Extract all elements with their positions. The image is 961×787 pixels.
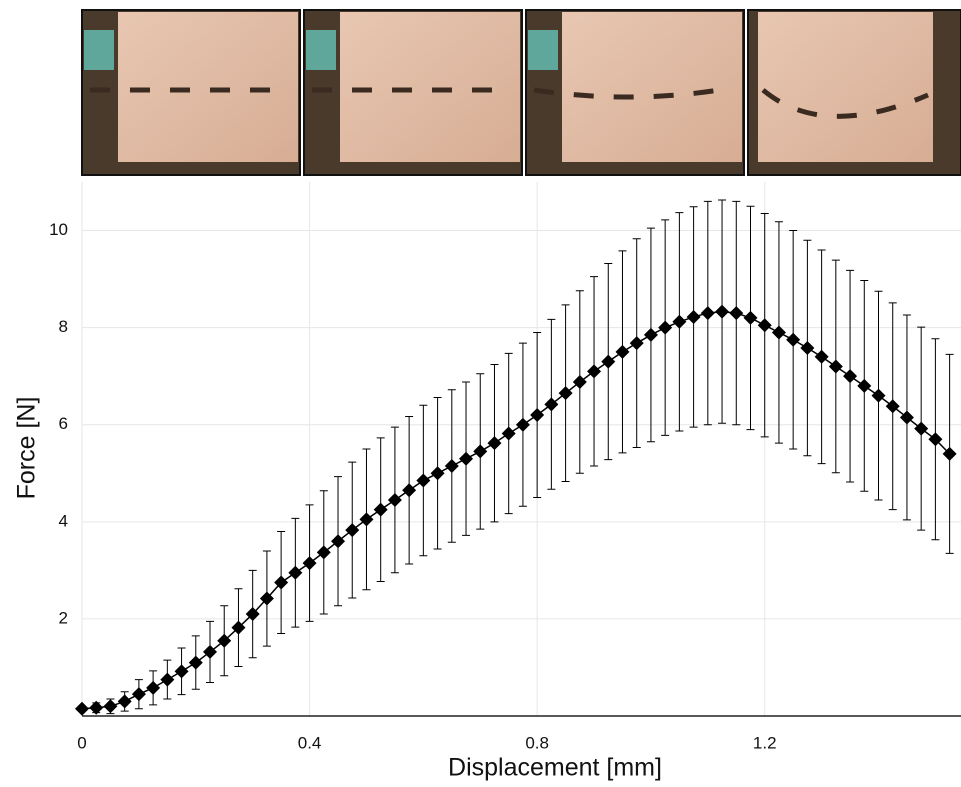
diamond-marker <box>771 325 786 340</box>
y-tick-label: 8 <box>59 317 68 336</box>
diamond-marker <box>345 523 360 538</box>
diamond-marker <box>274 575 289 590</box>
diamond-marker <box>217 633 232 648</box>
photo <box>81 9 301 176</box>
diamond-marker <box>459 451 474 466</box>
diamond-marker <box>302 556 317 571</box>
x-axis-title: Displacement [mm] <box>448 754 662 782</box>
diamond-marker <box>103 699 118 714</box>
photo <box>747 9 961 176</box>
diamond-marker <box>672 314 687 329</box>
diamond-marker <box>942 446 957 461</box>
diamond-marker <box>160 672 175 687</box>
diamond-marker <box>587 364 602 379</box>
x-tick-label: 0.4 <box>298 733 322 752</box>
y-tick-label: 10 <box>49 220 68 239</box>
y-axis-title: Force [N] <box>13 397 41 500</box>
diamond-marker <box>615 344 630 359</box>
diamond-marker <box>828 359 843 374</box>
diamond-marker <box>402 483 417 498</box>
diamond-marker <box>359 512 374 527</box>
diamond-marker <box>231 620 246 635</box>
photo <box>525 9 745 176</box>
diamond-marker <box>786 332 801 347</box>
diamond-marker <box>871 388 886 403</box>
diamond-marker <box>316 545 331 560</box>
x-tick-label: 1.2 <box>753 733 777 752</box>
diamond-marker <box>885 399 900 414</box>
diamond-marker <box>572 375 587 390</box>
diamond-marker <box>700 306 715 321</box>
diamond-marker <box>558 386 573 401</box>
diamond-marker <box>131 687 146 702</box>
diamond-marker <box>203 644 218 659</box>
diamond-marker <box>487 436 502 451</box>
photo <box>303 9 523 176</box>
diamond-marker <box>643 327 658 342</box>
diamond-marker <box>530 408 545 423</box>
diamond-marker <box>857 378 872 393</box>
diamond-marker <box>188 655 203 670</box>
diamond-marker <box>89 700 104 715</box>
diamond-marker <box>629 336 644 351</box>
diamond-marker <box>501 426 516 441</box>
diamond-marker <box>75 701 89 716</box>
diamond-marker <box>473 444 488 459</box>
diamond-marker <box>686 309 701 324</box>
diamond-marker <box>444 458 459 473</box>
diamond-marker <box>843 369 858 384</box>
diamond-marker <box>743 310 758 325</box>
diamond-marker <box>288 565 303 580</box>
diamond-marker <box>430 466 445 481</box>
diamond-marker <box>174 664 189 679</box>
photo-strip <box>81 9 961 176</box>
x-tick-label: 0 <box>77 733 86 752</box>
diamond-marker <box>544 397 559 412</box>
diamond-marker <box>899 410 914 425</box>
diamond-marker <box>515 417 530 432</box>
diamond-marker <box>373 502 388 517</box>
diamond-marker <box>729 306 744 321</box>
x-tick-label: 0.8 <box>525 733 549 752</box>
diamond-marker <box>387 492 402 507</box>
diamond-marker <box>914 421 929 436</box>
diamond-marker <box>416 473 431 488</box>
diamond-marker <box>928 432 943 447</box>
diamond-marker <box>601 354 616 369</box>
diamond-marker <box>117 694 132 709</box>
diamond-marker <box>658 320 673 335</box>
y-tick-label: 4 <box>59 511 68 530</box>
y-tick-label: 2 <box>59 608 68 627</box>
diamond-marker <box>814 349 829 364</box>
diamond-marker <box>245 607 260 622</box>
diamond-marker <box>259 591 274 606</box>
y-tick-label: 6 <box>59 414 68 433</box>
diamond-marker <box>715 304 730 319</box>
diamond-marker <box>757 318 772 333</box>
diamond-marker <box>146 680 161 695</box>
diamond-marker <box>800 341 815 356</box>
diamond-marker <box>331 534 346 549</box>
